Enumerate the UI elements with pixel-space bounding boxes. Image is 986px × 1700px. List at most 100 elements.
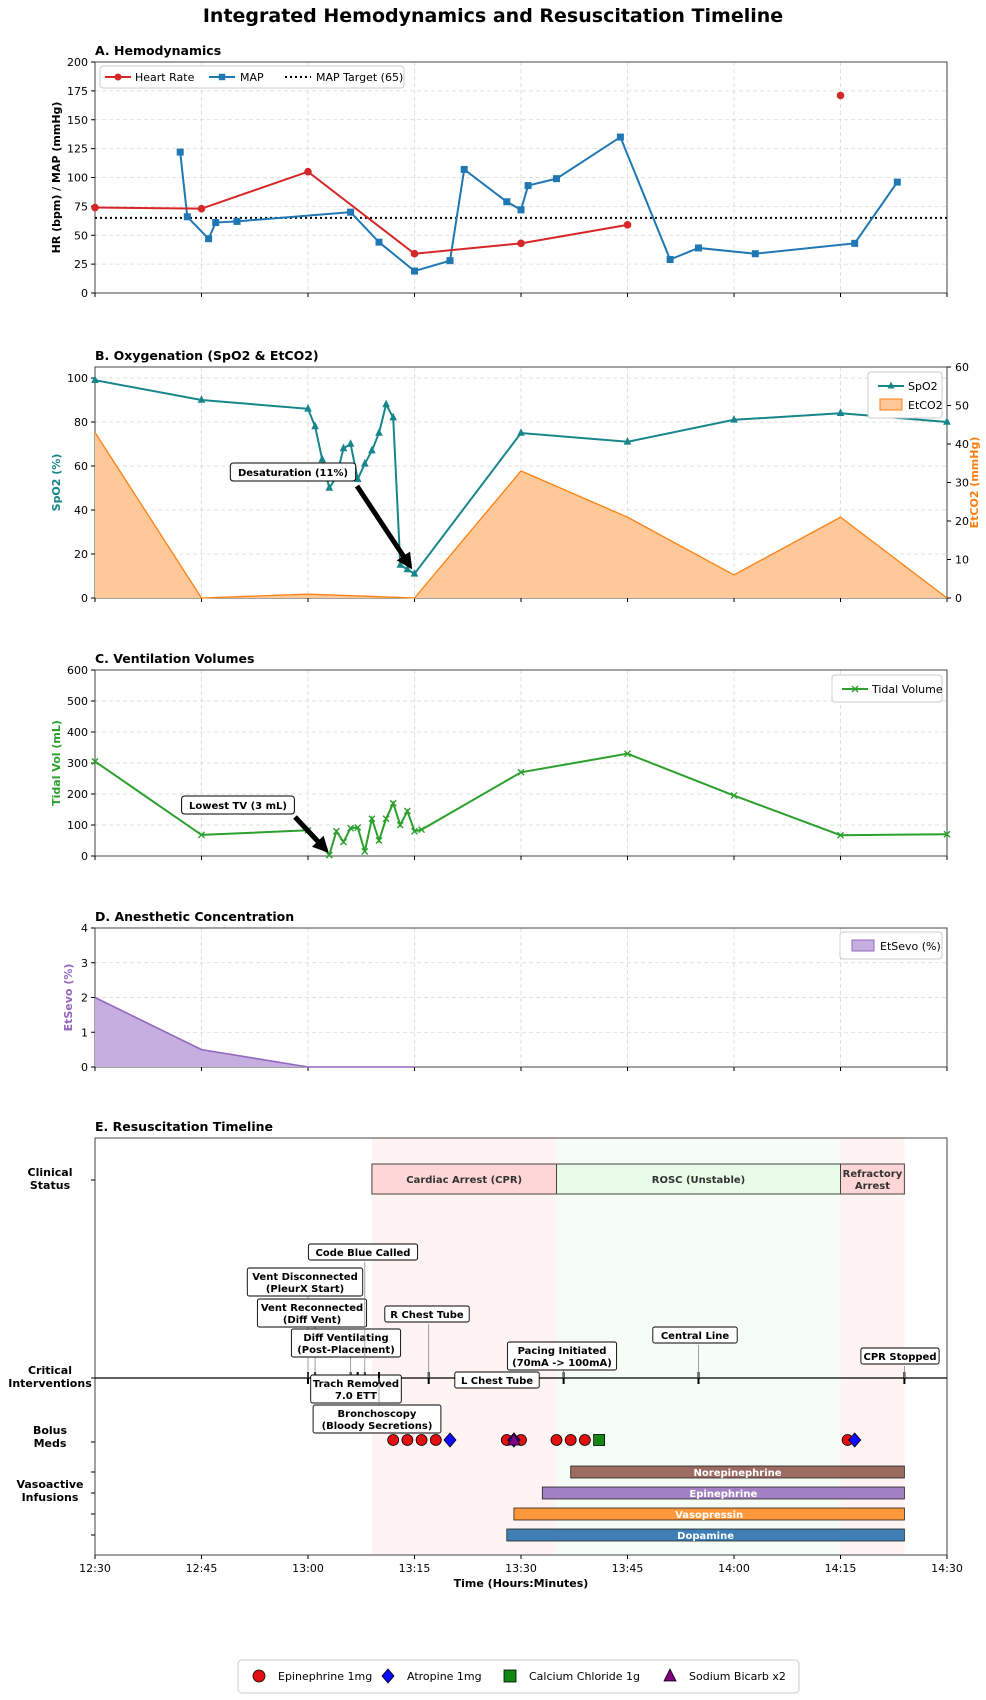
intervention-label: Code Blue Called xyxy=(316,1248,411,1259)
panel-resuscitation-timeline: E. Resuscitation Timeline 12:30 12:45 13:00… xyxy=(8,1119,963,1590)
y-tick-label: 100 xyxy=(67,372,88,385)
legend-label: Tidal Volume xyxy=(871,683,943,696)
y-tick-label: 400 xyxy=(67,726,88,739)
intervention-label-line: (Diff Vent) xyxy=(283,1315,341,1326)
heart-rate-point xyxy=(304,167,312,176)
intervention-label-line: CPR Stopped xyxy=(864,1352,937,1363)
tidal-volume-point xyxy=(403,807,411,815)
y-tick-label: 50 xyxy=(74,229,88,242)
y-tick-label: 0 xyxy=(81,287,88,300)
spo2-point xyxy=(375,428,383,436)
tidal-volume-point xyxy=(382,815,390,823)
intervention-box xyxy=(860,1347,940,1365)
atropine-1mg-dose xyxy=(848,1432,862,1448)
y-tick-label: 80 xyxy=(74,416,88,429)
panel-title: A. Hemodynamics xyxy=(95,43,221,58)
spo2-point xyxy=(623,437,632,445)
etco2-series-line xyxy=(94,432,948,599)
legend-label: EtSevo (%) xyxy=(880,940,941,953)
intervention-label-line: Central Line xyxy=(661,1331,730,1342)
legend-label: SpO2 xyxy=(908,380,938,393)
legend-label-map: MAP xyxy=(240,71,264,84)
calcium-chloride-1g-dose xyxy=(593,1434,605,1446)
etsevo-area xyxy=(95,997,415,1067)
spo2-point xyxy=(339,443,348,452)
tidal-volume-point xyxy=(624,750,631,758)
intervention-label-line: Pacing Initiated xyxy=(518,1346,607,1357)
panel-anesthetic: 0 1 2 3 4 D. Anesthetic Concentration EtSevo (… xyxy=(62,909,948,1074)
intervention-label-line: Vent Disconnected xyxy=(252,1272,358,1283)
y-tick-label: 75 xyxy=(74,200,88,213)
x-tick-label: 14:30 xyxy=(931,1562,963,1575)
legend-label: Calcium Chloride 1g xyxy=(529,1670,640,1683)
y2-tick-label: 0 xyxy=(955,592,962,605)
infusion-label: Vasopressin xyxy=(675,1510,743,1521)
heart-rate-point xyxy=(517,239,525,248)
x-tick-label: 13:15 xyxy=(399,1562,431,1575)
y2-tick-label: 60 xyxy=(955,361,969,374)
map-point xyxy=(176,148,184,156)
map-point xyxy=(183,213,191,221)
heart-rate-point xyxy=(197,204,206,213)
map-point xyxy=(411,267,418,275)
spo2-point xyxy=(353,474,362,482)
spo2-point xyxy=(325,483,334,491)
row-label: Vasoactive Infusions xyxy=(16,1478,83,1504)
intervention-box xyxy=(652,1326,738,1344)
epinephrine-1mg-dose xyxy=(415,1434,428,1446)
tidal-volume-series-line xyxy=(94,752,948,858)
figure-title: Integrated Hemodynamics and Resuscitatio… xyxy=(203,5,783,27)
y-axis-label: Tidal Vol (mL) xyxy=(50,720,63,806)
y-tick-label: 600 xyxy=(67,664,88,677)
tidal-volume-point xyxy=(332,827,340,835)
y-tick-label: 60 xyxy=(74,460,88,473)
status-label-line: Refractory xyxy=(843,1169,903,1180)
legend-swatch-etsevo xyxy=(851,939,875,952)
spo2-point xyxy=(361,459,369,467)
refractory-band xyxy=(840,1138,905,1555)
panel-title: B. Oxygenation (SpO2 & EtCO2) xyxy=(95,348,319,363)
tidal-volume-point xyxy=(943,830,951,838)
map-point xyxy=(503,198,511,206)
epinephrine-1mg-dose xyxy=(564,1434,577,1446)
map-series-line xyxy=(179,135,899,273)
intervention-label: Bronchoscopy (Bloody Secretions) xyxy=(322,1409,433,1432)
tidal-volume-point xyxy=(91,757,99,765)
legend-box xyxy=(237,1659,800,1694)
infusion-bar xyxy=(541,1486,905,1500)
spo2-point xyxy=(403,564,412,573)
legend-marker-calcium-chloride-1g xyxy=(503,1669,517,1683)
panel-hemodynamics: 0 25 50 75 100 125 150 175 200 A. Hemodynamics HR … xyxy=(50,43,948,300)
intervention-label-line: (Post-Placement) xyxy=(297,1345,395,1356)
infusion-label: Dopamine xyxy=(677,1531,734,1542)
status-box xyxy=(840,1163,905,1195)
intervention-label-line: R Chest Tube xyxy=(390,1310,464,1321)
y2-tick-label: 50 xyxy=(955,400,969,413)
panel-title: C. Ventilation Volumes xyxy=(95,651,254,666)
heart-rate-point xyxy=(410,249,419,258)
infusion-label: Epinephrine xyxy=(689,1489,757,1500)
panel-title: E. Resuscitation Timeline xyxy=(95,1119,273,1134)
legend-label-heart-rate: Heart Rate xyxy=(135,71,195,84)
intervention-label: CPR Stopped xyxy=(864,1352,937,1363)
spo2-point xyxy=(396,560,405,568)
status-label: Refractory Arrest xyxy=(843,1169,903,1192)
spo2-point xyxy=(318,454,326,463)
map-point xyxy=(212,219,220,227)
y2-axis-label: EtCO2 (mmHg) xyxy=(968,437,981,529)
tidal-volume-point xyxy=(411,827,418,835)
infusion-bar xyxy=(570,1465,905,1479)
tidal-volume-point xyxy=(347,824,355,832)
annotation-arrow-shaft xyxy=(354,484,413,568)
map-point xyxy=(695,244,702,252)
spo2-point xyxy=(197,395,206,403)
tidal-volume-point xyxy=(837,831,844,839)
map-point xyxy=(553,175,560,183)
legend-label: Sodium Bicarb x2 xyxy=(689,1670,786,1683)
tidal-volume-point xyxy=(340,838,347,846)
legend-label: Epinephrine 1mg xyxy=(278,1670,372,1683)
tidal-volume-point xyxy=(354,823,362,831)
y-tick-label: 0 xyxy=(81,592,88,605)
intervention-label-line: (PleurX Start) xyxy=(266,1284,344,1295)
spo2-point xyxy=(311,421,319,430)
